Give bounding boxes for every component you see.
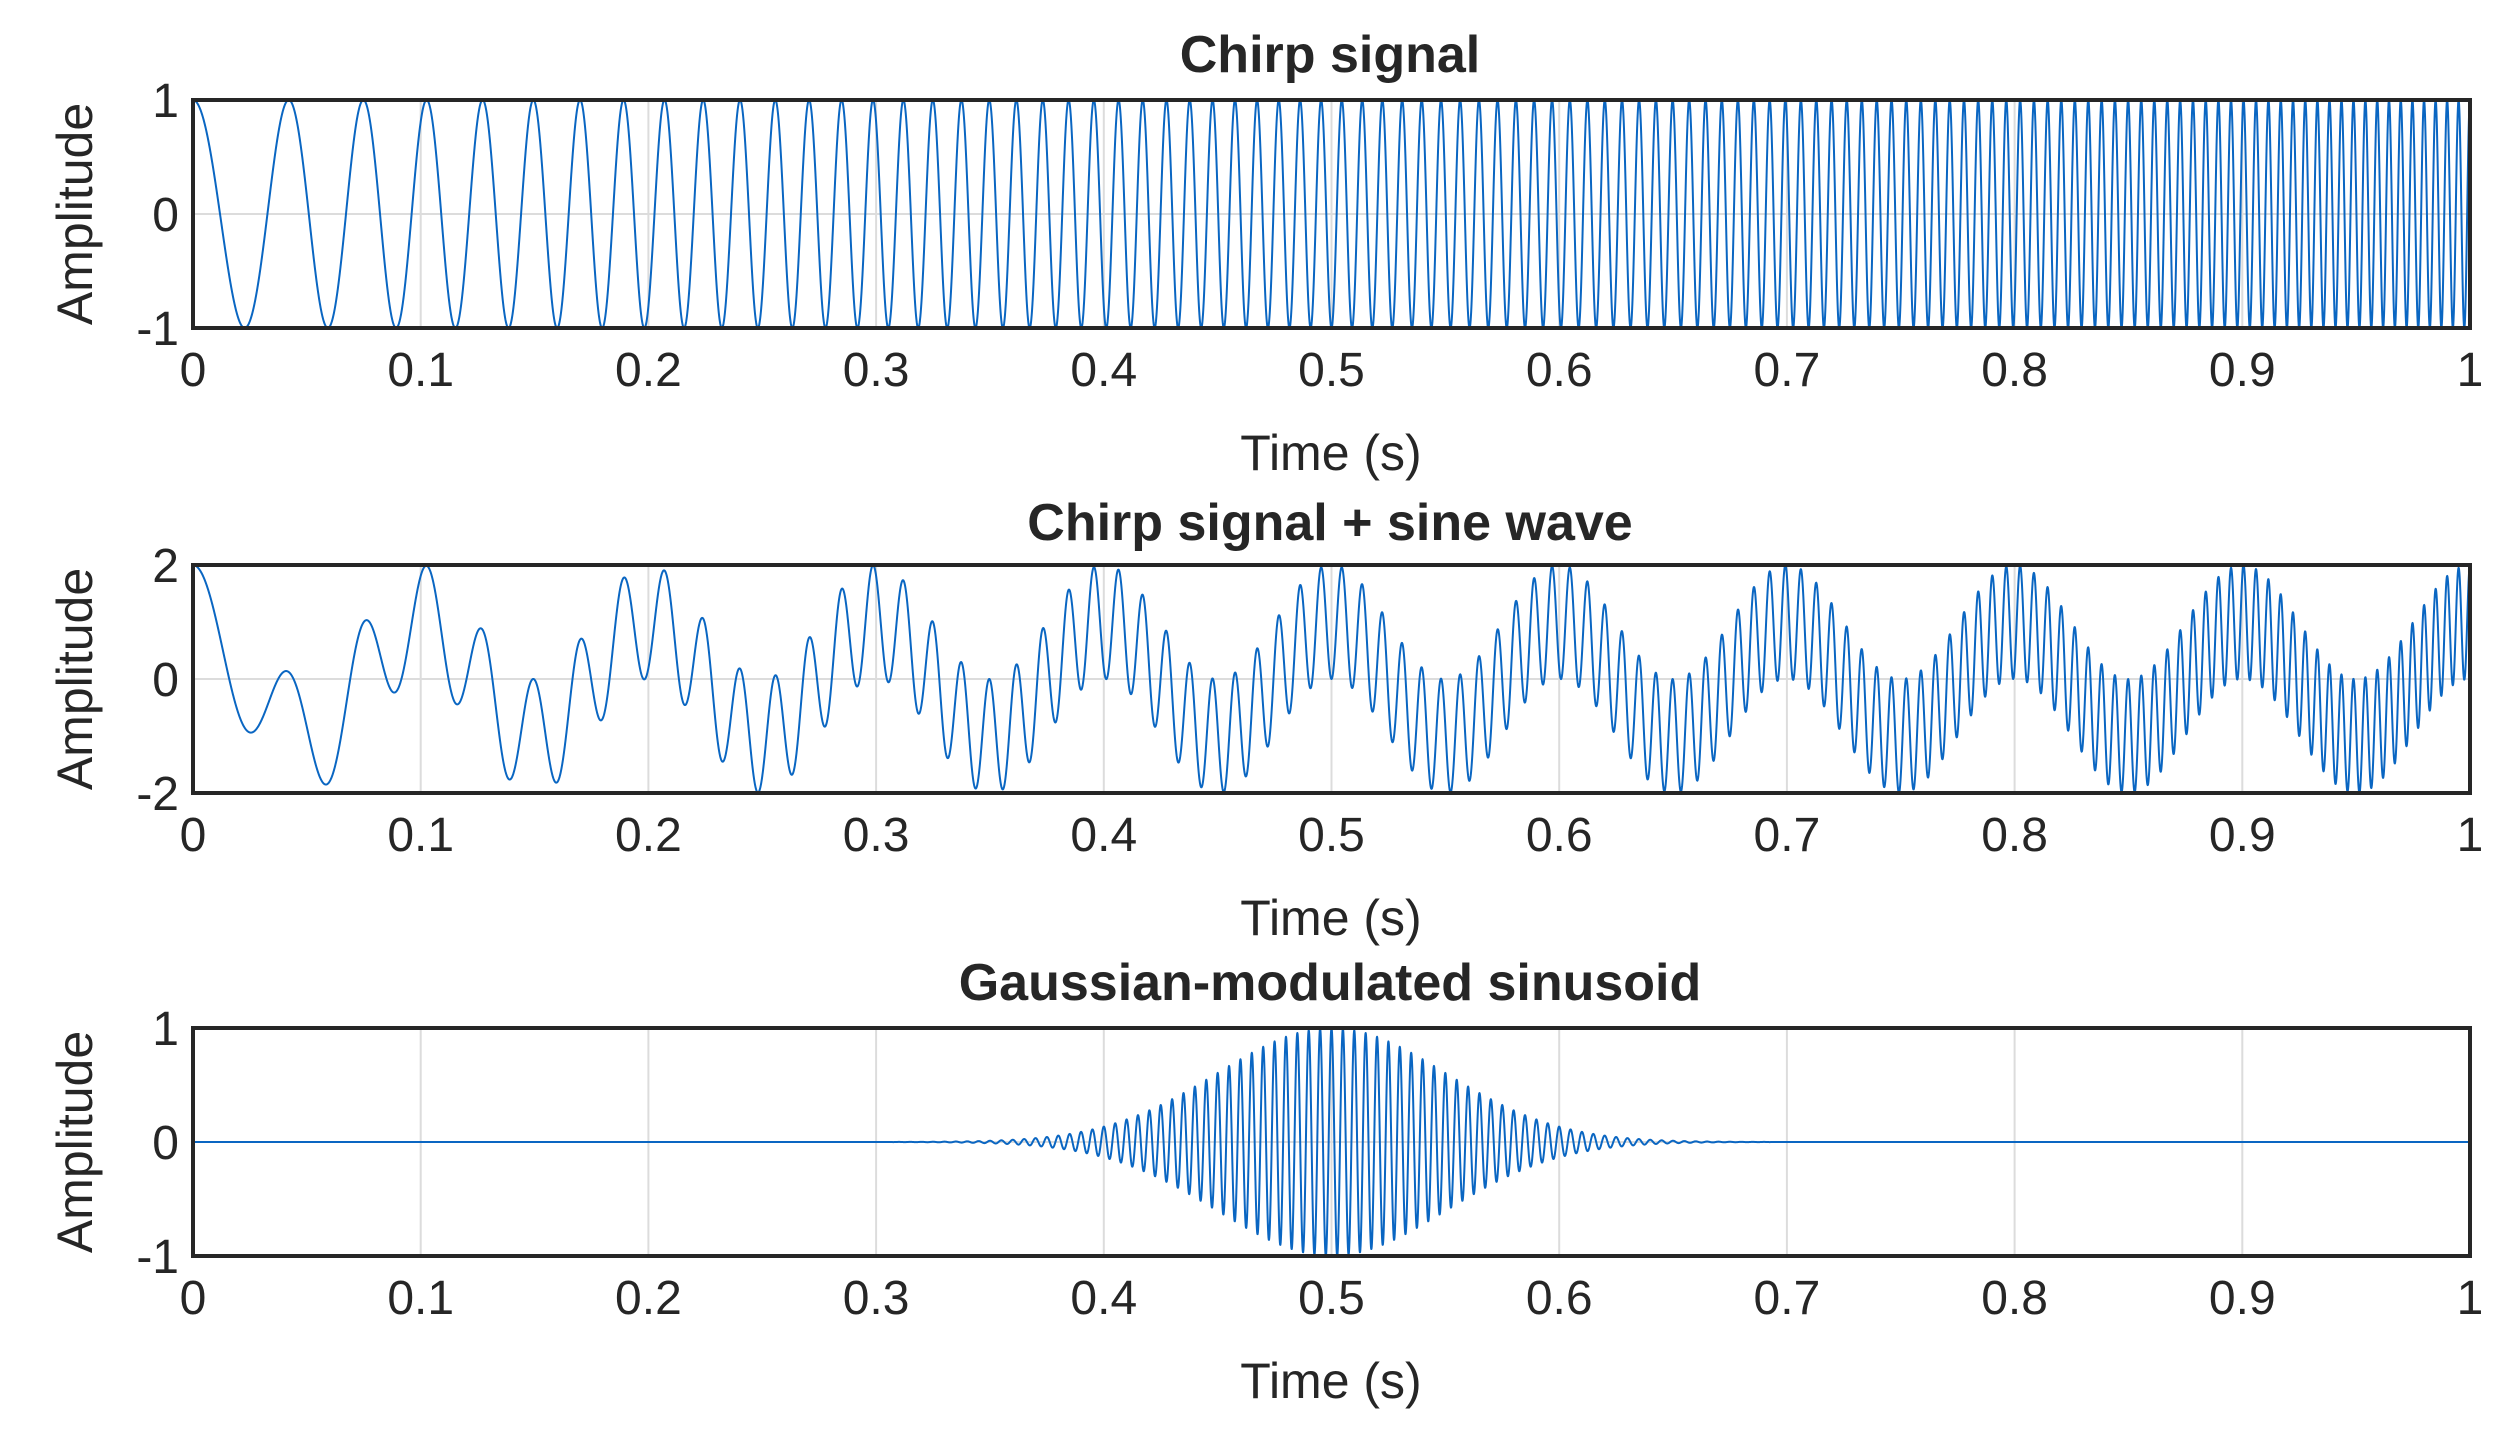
- gaussian-modulated-panel: Gaussian-modulated sinusoid 0 0.1 0.2 0.3 0.…: [47, 954, 2483, 1409]
- y-tick-label: 0: [152, 654, 179, 707]
- chart-title: Gaussian-modulated sinusoid: [959, 954, 1702, 1012]
- x-tick-label: 0.6: [1526, 1272, 1593, 1325]
- x-tick-label: 1: [2457, 809, 2484, 862]
- y-axis-label: Amplitude: [47, 568, 103, 790]
- chart-title: Chirp signal: [1180, 26, 1480, 84]
- x-tick-label: 0.2: [615, 809, 682, 862]
- x-tick-label: 0.6: [1526, 344, 1593, 397]
- x-tick-label: 0.3: [843, 809, 910, 862]
- x-tick-label: 0: [180, 1272, 207, 1325]
- chirp-plus-sine-panel: Chirp signal + sine wave 0 0.1 0.2 0.3 0.4 0.…: [47, 494, 2483, 946]
- x-tick-label: 0.4: [1070, 1272, 1137, 1325]
- x-tick-label: 0.8: [1981, 344, 2048, 397]
- y-tick-labels: -1 0 1: [136, 1003, 179, 1284]
- x-tick-labels: 0 0.1 0.2 0.3 0.4 0.5 0.6 0.7 0.8 0.9 1: [180, 809, 2484, 862]
- y-axis-label: Amplitude: [47, 103, 103, 325]
- x-tick-label: 0.8: [1981, 809, 2048, 862]
- x-tick-label: 0.3: [843, 344, 910, 397]
- y-axis-label: Amplitude: [47, 1031, 103, 1253]
- x-tick-label: 0.2: [615, 1272, 682, 1325]
- y-tick-label: 0: [152, 1117, 179, 1170]
- y-tick-label: 2: [152, 540, 179, 593]
- x-tick-label: 0.2: [615, 344, 682, 397]
- x-tick-label: 0: [180, 344, 207, 397]
- x-tick-label: 0.5: [1298, 809, 1365, 862]
- x-tick-label: 0.7: [1754, 1272, 1821, 1325]
- axes-frame: [191, 563, 2472, 795]
- axes-frame: [191, 98, 2472, 330]
- x-axis-label: Time (s): [1240, 425, 1421, 481]
- x-tick-label: 0.1: [387, 1272, 454, 1325]
- x-tick-label: 0.4: [1070, 344, 1137, 397]
- x-tick-label: 0.7: [1754, 809, 1821, 862]
- x-tick-label: 0.5: [1298, 344, 1365, 397]
- x-axis-label: Time (s): [1240, 890, 1421, 946]
- x-tick-labels: 0 0.1 0.2 0.3 0.4 0.5 0.6 0.7 0.8 0.9 1: [180, 1272, 2484, 1325]
- y-tick-labels: -2 0 2: [136, 540, 179, 821]
- y-tick-label: 1: [152, 75, 179, 128]
- axes-frame: [191, 1026, 2472, 1258]
- y-tick-label: -1: [136, 303, 179, 356]
- x-tick-label: 0.9: [2209, 1272, 2276, 1325]
- x-tick-label: 0.3: [843, 1272, 910, 1325]
- x-tick-label: 0.9: [2209, 344, 2276, 397]
- x-tick-label: 0.9: [2209, 809, 2276, 862]
- y-tick-label: -2: [136, 768, 179, 821]
- chirp-signal-panel: Chirp signal 0 0.1 0.2 0.3 0.4 0.5 0.6 0.7 0.8 0.…: [47, 26, 2483, 481]
- y-tick-labels: -1 0 1: [136, 75, 179, 356]
- x-tick-label: 0.1: [387, 344, 454, 397]
- x-tick-label: 1: [2457, 1272, 2484, 1325]
- x-tick-label: 0.6: [1526, 809, 1593, 862]
- chart-title: Chirp signal + sine wave: [1027, 494, 1632, 552]
- x-tick-label: 0.5: [1298, 1272, 1365, 1325]
- x-tick-label: 0.7: [1754, 344, 1821, 397]
- x-tick-label: 0.1: [387, 809, 454, 862]
- x-tick-labels: 0 0.1 0.2 0.3 0.4 0.5 0.6 0.7 0.8 0.9 1: [180, 344, 2484, 397]
- x-tick-label: 0.8: [1981, 1272, 2048, 1325]
- series-line-chirp-plus-sine: [192, 564, 2471, 794]
- y-tick-label: -1: [136, 1231, 179, 1284]
- x-tick-label: 0: [180, 809, 207, 862]
- x-axis-label: Time (s): [1240, 1353, 1421, 1409]
- x-tick-label: 0.4: [1070, 809, 1137, 862]
- x-tick-label: 1: [2457, 344, 2484, 397]
- y-tick-label: 1: [152, 1003, 179, 1056]
- y-tick-label: 0: [152, 189, 179, 242]
